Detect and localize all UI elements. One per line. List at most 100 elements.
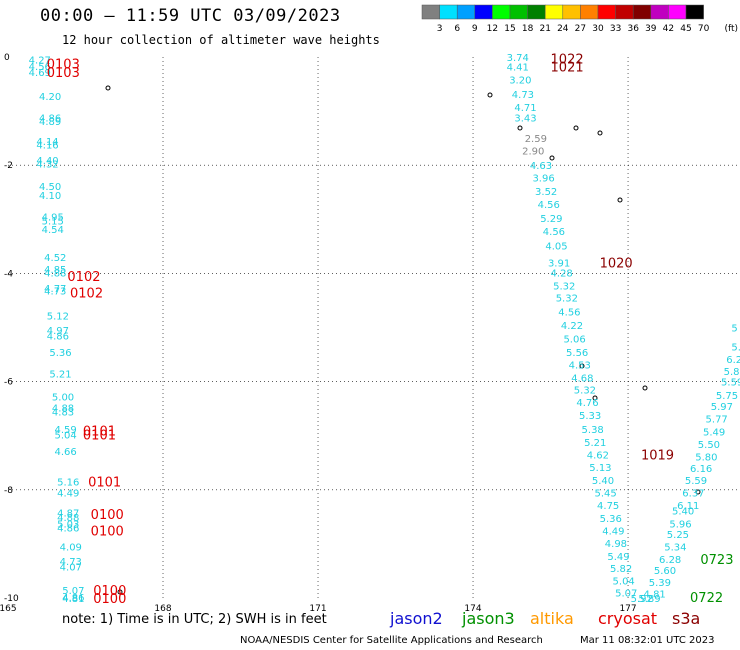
wave-height-value: 5.04 — [55, 431, 77, 442]
chart-title: 00:00 – 11:59 UTC 03/09/2023 — [40, 6, 341, 26]
wave-height-value: 4.81 — [62, 594, 84, 605]
wave-height-value: 4.27 — [29, 56, 51, 67]
island-outline — [695, 489, 701, 495]
wave-height-value: 5 — [731, 324, 737, 335]
island-outline — [117, 589, 123, 595]
wave-height-value: 3.20 — [509, 76, 531, 87]
pass-time-label: 1021 — [551, 61, 584, 76]
wave-height-value: 5.82 — [610, 564, 632, 575]
wave-height-value: 5.59 — [685, 476, 707, 487]
wave-height-value: 4.88 — [57, 513, 79, 524]
pass-time-label: 0102 — [70, 286, 103, 301]
legend-bin-label: 70 — [698, 24, 710, 34]
pass-time-label: 0100 — [93, 592, 126, 607]
pass-time-label: 1020 — [600, 257, 633, 272]
pass-time-label: 0723 — [700, 553, 733, 568]
wave-height-value: 5.49 — [607, 552, 629, 563]
wave-height-value: 4.54 — [42, 225, 64, 236]
wave-height-value: 4.88 — [52, 404, 74, 415]
wave-height-value: 4.73 — [512, 90, 534, 101]
wave-height-value: 4.56 — [29, 62, 51, 73]
legend-bin-label: 3 — [437, 24, 443, 34]
wave-height-value: 4.95 — [42, 213, 64, 224]
x-tick-label: 177 — [619, 604, 636, 612]
wave-height-value: 4.16 — [36, 141, 58, 152]
pass-time-label: 0100 — [91, 524, 124, 539]
wave-height-value: 4.56 — [538, 200, 560, 211]
wave-height-value: 5.75 — [716, 391, 738, 402]
wave-height-value: 4.07 — [60, 563, 82, 574]
wave-height-value: 4.81 — [644, 590, 666, 601]
wave-height-value: 5.45 — [594, 489, 616, 500]
legend-altika: altika — [530, 609, 574, 628]
wave-height-value: 4.53 — [569, 360, 591, 371]
wave-height-value: 5.21 — [584, 438, 606, 449]
wave-height-value: 5.32 — [574, 386, 596, 397]
wave-height-value: 3.43 — [514, 114, 536, 125]
wave-height-value: 4.73 — [44, 287, 66, 298]
wave-height-value: 2.59 — [525, 134, 547, 145]
wave-height-value: 4.32 — [36, 160, 58, 171]
wave-height-value: 4.09 — [60, 543, 82, 554]
x-tick-label: 165 — [0, 604, 17, 612]
wave-height-value: 4.56 — [558, 307, 580, 318]
wave-height-value: 5.56 — [566, 348, 588, 359]
wave-height-value: 4.49 — [602, 526, 624, 537]
legend-unit: (ft) — [724, 24, 738, 34]
wave-height-value: 5.07 — [615, 589, 637, 600]
legend-bin-label: 33 — [610, 24, 621, 34]
pass-time-label: 0100 — [93, 584, 126, 599]
island-outline — [105, 85, 111, 91]
wave-height-value: 5.33 — [579, 411, 601, 422]
wave-height-value: 6.28 — [659, 555, 681, 566]
legend-bin-label: 36 — [627, 24, 639, 34]
wave-height-value: 4.86 — [57, 524, 79, 535]
wave-height-value: 5.97 — [711, 402, 733, 413]
wave-height-value: 4.88 — [44, 268, 66, 279]
x-tick-label: 171 — [309, 604, 326, 612]
legend-bin-label: 24 — [557, 24, 569, 34]
legend-bin-label: 12 — [487, 24, 498, 34]
wave-height-value: 5.60 — [654, 566, 676, 577]
wave-height-value: 5.32 — [553, 281, 575, 292]
wave-height-value: 5.32 — [556, 294, 578, 305]
wave-height-value: 3.52 — [535, 187, 557, 198]
wave-height-value: 4.22 — [561, 321, 583, 332]
wave-height-value: 4.87 — [57, 509, 79, 520]
wave-height-value: 4.66 — [55, 447, 77, 458]
wave-height-value: 5.96 — [669, 519, 691, 530]
legend-bin-label: 9 — [472, 24, 478, 34]
legend-bin-label: 45 — [680, 24, 691, 34]
wave-height-value: 5.38 — [582, 425, 604, 436]
wave-height-value: 6.2 — [726, 355, 740, 366]
wave-height-value: 5.36 — [600, 514, 622, 525]
legend-jason3: jason3 — [462, 609, 515, 628]
wave-height-value: 5.25 — [667, 530, 689, 541]
pass-time-label: 1019 — [641, 449, 674, 464]
wave-height-value: 5.03 — [57, 519, 79, 530]
wave-height-value: 4.85 — [44, 265, 66, 276]
wave-height-value: 6.16 — [690, 464, 712, 475]
wave-height-value: 3.74 — [507, 53, 529, 64]
pass-time-label: 0100 — [91, 508, 124, 523]
island-outline — [597, 130, 603, 136]
island-outline — [549, 155, 555, 161]
island-outline — [517, 125, 523, 131]
wave-height-value: 5.50 — [698, 440, 720, 451]
y-tick-label: -10 — [4, 594, 19, 604]
x-tick-label: 174 — [464, 604, 481, 612]
wave-height-value: 4.97 — [47, 326, 69, 337]
wave-height-value: 4.86 — [62, 593, 84, 604]
pass-time-label: 0103 — [47, 66, 80, 81]
color-legend: 3 6 9 12 15 18 21 24 27 30 33 36 39 42 45 70 (ft) — [421, 4, 738, 34]
wave-height-value: 4.41 — [507, 63, 529, 74]
wave-height-value: 4.49 — [57, 489, 79, 500]
wave-height-value: 5.92 — [631, 594, 653, 605]
legend-jason2: jason2 — [390, 609, 443, 628]
wave-height-value: 4.77 — [44, 284, 66, 295]
pass-time-label: 0103 — [47, 57, 80, 72]
wave-height-value: 5.34 — [664, 543, 686, 554]
wave-height-value: 5.40 — [592, 476, 614, 487]
pass-time-label: 1022 — [551, 53, 584, 68]
wave-height-value: 4.68 — [571, 373, 593, 384]
